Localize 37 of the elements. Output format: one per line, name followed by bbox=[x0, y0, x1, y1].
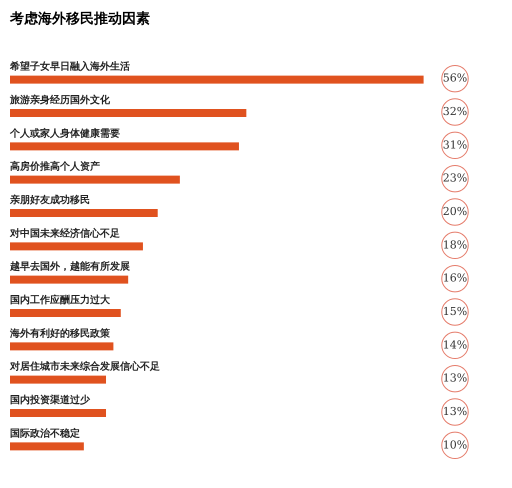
bar bbox=[10, 109, 246, 117]
data-label: 56% bbox=[442, 72, 468, 85]
y-tick-label: 旅游亲身经历国外文化 bbox=[9, 94, 111, 106]
chart-title: 考虑海外移民推动因素 bbox=[9, 11, 150, 27]
y-tick-label: 高房价推高个人资产 bbox=[10, 160, 100, 173]
bar bbox=[10, 309, 121, 317]
data-label: 18% bbox=[442, 238, 468, 252]
bar bbox=[10, 176, 180, 184]
data-label: 16% bbox=[442, 272, 468, 285]
data-label: 31% bbox=[442, 138, 468, 152]
data-label: 13% bbox=[442, 372, 468, 385]
data-label: 14% bbox=[442, 338, 468, 352]
bar bbox=[10, 342, 114, 350]
data-label: 15% bbox=[442, 305, 468, 318]
bar bbox=[10, 242, 143, 250]
data-label: 10% bbox=[442, 438, 468, 452]
data-label: 13% bbox=[442, 405, 468, 418]
bar bbox=[10, 442, 84, 450]
y-tick-label: 希望子女早日融入海外生活 bbox=[9, 60, 130, 73]
y-tick-label: 国内工作应酬压力过大 bbox=[10, 294, 111, 306]
bar bbox=[10, 409, 106, 417]
bar bbox=[10, 142, 239, 150]
bar bbox=[10, 376, 106, 384]
bar bbox=[10, 76, 424, 84]
data-label: 20% bbox=[442, 205, 468, 218]
y-tick-label: 对中国未来经济信心不足 bbox=[9, 227, 120, 240]
data-label: 32% bbox=[442, 105, 468, 118]
y-tick-label: 亲朋好友成功移民 bbox=[9, 194, 90, 206]
data-label: 23% bbox=[442, 172, 468, 185]
y-tick-label: 海外有利好的移民政策 bbox=[9, 327, 111, 340]
bar bbox=[10, 276, 128, 284]
y-tick-label: 国内投资渠道过少 bbox=[10, 394, 91, 406]
y-tick-label: 个人或家人身体健康需要 bbox=[9, 127, 120, 140]
y-tick-label: 对居住城市未来综合发展信心不足 bbox=[9, 360, 160, 373]
bar bbox=[10, 209, 158, 217]
y-tick-label: 越早去国外，越能有所发展 bbox=[9, 260, 130, 273]
y-tick-label: 国际政治不稳定 bbox=[10, 427, 80, 440]
